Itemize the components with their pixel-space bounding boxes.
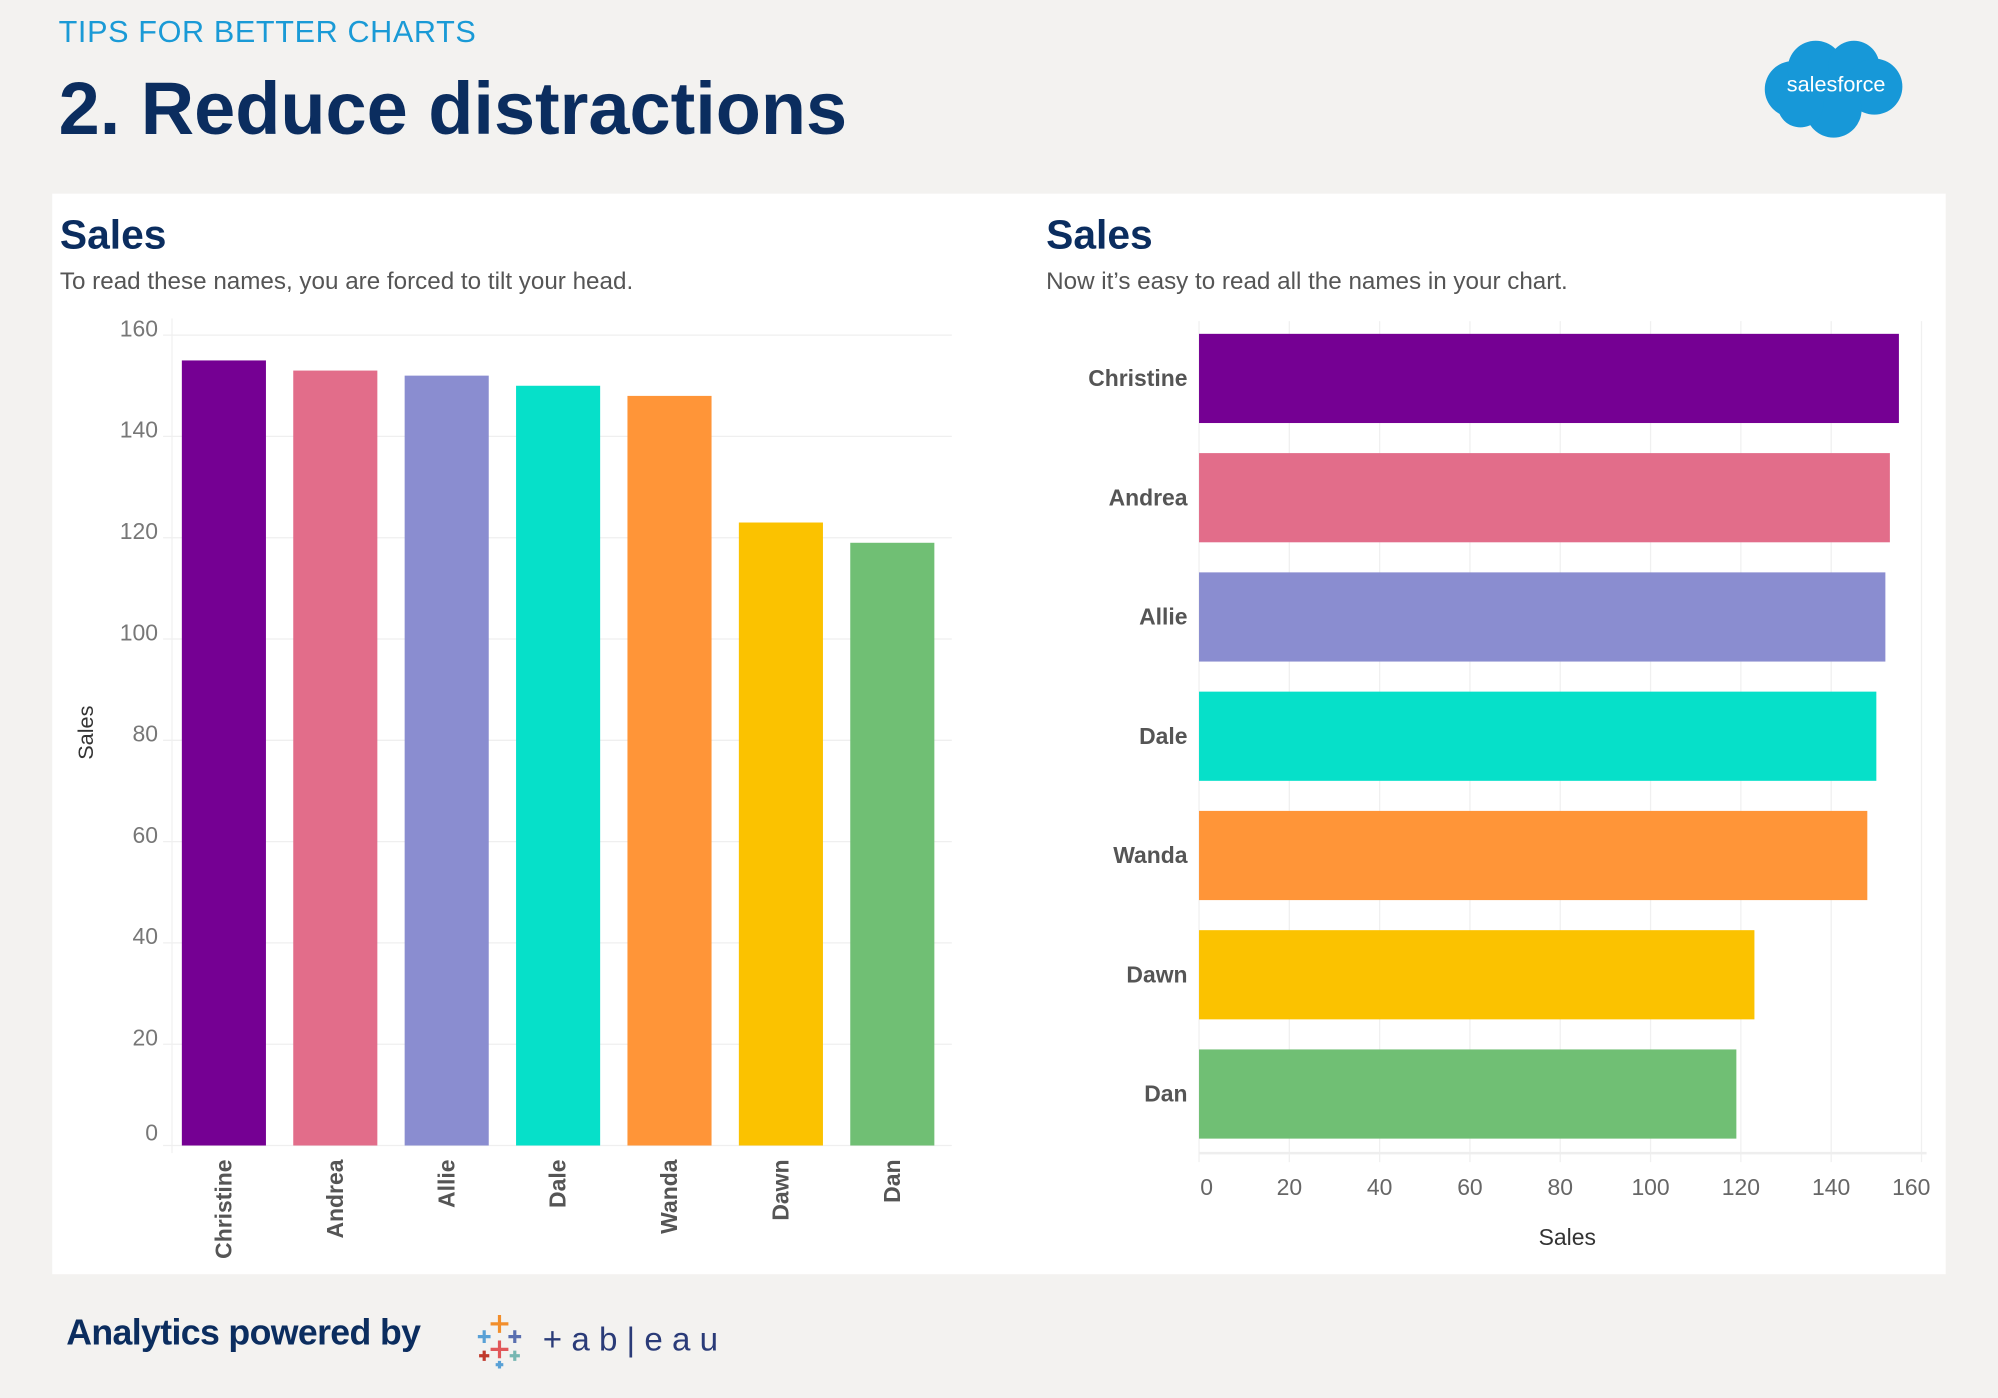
y-tick-label: Dawn — [1126, 961, 1187, 987]
tableau-cross-icon — [477, 1314, 522, 1369]
bar-dan — [850, 542, 935, 1146]
x-tick-label: Andrea — [322, 1159, 348, 1238]
bar-christine — [181, 360, 266, 1146]
bar-christine — [1199, 333, 1899, 424]
x-tick-label: 140 — [1812, 1174, 1850, 1200]
y-tick-label: 120 — [120, 518, 158, 544]
right-chart-subtitle: Now it’s easy to read all the names in y… — [1046, 268, 1568, 296]
bar-dawn — [1199, 930, 1755, 1020]
tableau-wordmark: + a b | e a u — [543, 1322, 718, 1359]
bar-wanda — [627, 395, 712, 1146]
x-tick-label: 100 — [1631, 1174, 1669, 1200]
bar-andrea — [1199, 453, 1890, 543]
x-axis-title: Sales — [1539, 1224, 1596, 1250]
right-chart-title: Sales — [1046, 211, 1153, 258]
bar-dawn — [738, 522, 823, 1146]
horizontal-bar-chart: 0 20 40 60 80 100 120 140 160 Sales Christine Andre… — [1088, 321, 1930, 1250]
y-tick-label: 140 — [120, 417, 158, 443]
logo-text: salesforce — [1787, 72, 1886, 97]
tableau-logo: + a b | e a u — [477, 1314, 718, 1369]
x-tick-label: 120 — [1722, 1174, 1760, 1200]
left-chart-subtitle: To read these names, you are forced to t… — [59, 268, 634, 296]
y-tick-label: Wanda — [1113, 842, 1188, 868]
y-tick-label: Christine — [1088, 365, 1187, 391]
bar-wanda — [1199, 810, 1868, 901]
x-tick-label: Christine — [211, 1160, 237, 1259]
x-tick-label: 0 — [1200, 1174, 1213, 1200]
bar-dale — [1199, 691, 1877, 781]
x-tick-label: Allie — [433, 1160, 459, 1208]
x-tick-label: Wanda — [656, 1159, 682, 1234]
x-tick-label: Dale — [545, 1160, 571, 1208]
x-tick-label: 60 — [1457, 1174, 1483, 1200]
page-title: 2. Reduce distractions — [58, 67, 848, 151]
vertical-bar-chart: 0 20 40 60 80 100 120 140 160 Sales Christine Andre… — [73, 315, 952, 1259]
y-tick-label: 60 — [133, 822, 159, 848]
bar-allie — [404, 375, 489, 1146]
bar-allie — [1199, 572, 1886, 662]
y-tick-label: Dale — [1139, 723, 1187, 749]
y-tick-label: 160 — [120, 315, 158, 341]
y-axis-title: Sales — [73, 705, 98, 759]
y-tick-label: Andrea — [1109, 484, 1188, 510]
kicker-text: TIPS FOR BETTER CHARTS — [58, 15, 477, 50]
y-tick-label: 20 — [133, 1024, 159, 1050]
bar-dale — [516, 385, 601, 1146]
y-tick-label: 100 — [120, 619, 158, 645]
bar-dan — [1199, 1049, 1737, 1139]
y-tick-label: Allie — [1139, 604, 1187, 630]
y-tick-label: 80 — [133, 721, 159, 747]
x-tick-label: Dan — [879, 1160, 905, 1203]
salesforce-logo: salesforce — [1764, 40, 1903, 138]
x-tick-label: 40 — [1367, 1174, 1393, 1200]
x-tick-label: Dawn — [768, 1160, 794, 1221]
y-tick-label: 0 — [145, 1119, 158, 1145]
y-tick-label: Dan — [1144, 1081, 1187, 1107]
y-tick-label: 40 — [133, 923, 159, 949]
x-tick-label: 20 — [1277, 1174, 1303, 1200]
bar-andrea — [293, 370, 378, 1146]
x-tick-label: 160 — [1892, 1174, 1930, 1200]
left-chart-title: Sales — [59, 211, 167, 258]
footer-text: Analytics powered by — [66, 1312, 421, 1352]
x-tick-label: 80 — [1548, 1174, 1574, 1200]
